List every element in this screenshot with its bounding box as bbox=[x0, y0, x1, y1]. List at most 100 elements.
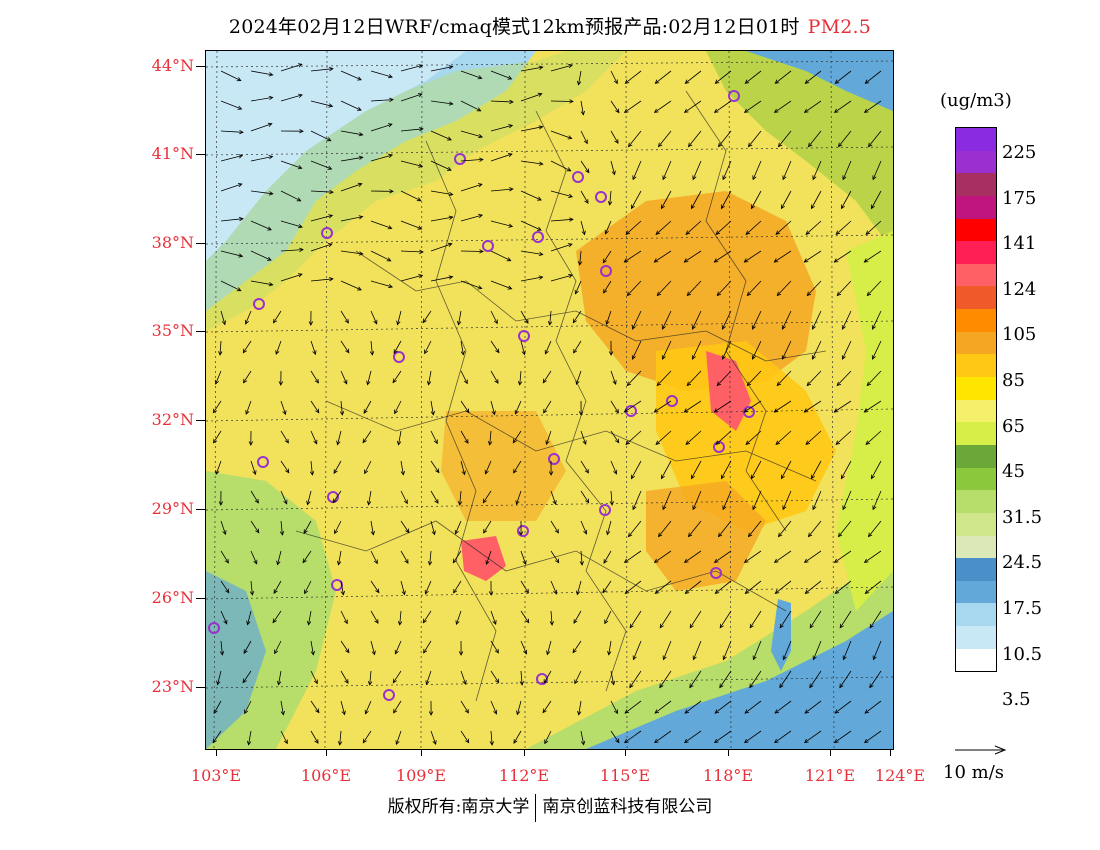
wind-vector bbox=[340, 183, 362, 192]
wind-vector bbox=[782, 160, 792, 180]
wind-vector-head bbox=[657, 142, 663, 148]
wind-vector bbox=[430, 490, 439, 504]
wind-vector-head bbox=[869, 683, 874, 689]
wind-vector bbox=[515, 400, 522, 414]
wind-vector bbox=[752, 490, 762, 510]
wind-vector bbox=[485, 460, 492, 474]
wind-vector bbox=[779, 670, 792, 688]
wind-vector bbox=[275, 340, 282, 355]
wind-vector-head bbox=[749, 623, 754, 629]
wind-vector bbox=[490, 280, 512, 290]
city-marker bbox=[599, 504, 611, 516]
city-marker bbox=[572, 171, 584, 183]
wind-vector bbox=[579, 250, 582, 265]
wind-vector bbox=[812, 310, 822, 330]
wind-vector-head bbox=[237, 183, 243, 188]
wind-vector bbox=[753, 640, 762, 660]
wind-vector-head bbox=[373, 559, 378, 565]
wind-vector bbox=[370, 340, 373, 355]
wind-vector-head bbox=[213, 438, 218, 444]
wind-vector bbox=[460, 340, 464, 355]
wind-vector-head bbox=[689, 623, 694, 629]
wind-vector-head bbox=[489, 741, 494, 746]
wind-vector-head bbox=[653, 258, 659, 263]
wind-vector bbox=[580, 160, 590, 173]
wind-vector bbox=[396, 730, 402, 745]
wind-vector-head bbox=[218, 501, 224, 506]
wind-vector bbox=[659, 670, 672, 688]
wind-vector-head bbox=[773, 558, 779, 563]
wind-vector-head bbox=[632, 175, 637, 181]
wind-vector-head bbox=[341, 710, 346, 716]
pm25-concentration-map[interactable] bbox=[205, 50, 894, 750]
wind-vector-head bbox=[774, 709, 780, 714]
wind-vector bbox=[310, 700, 320, 713]
wind-vector bbox=[865, 580, 882, 594]
wind-vector-head bbox=[435, 468, 440, 474]
wind-vector-head bbox=[517, 381, 523, 386]
wind-vector bbox=[775, 430, 792, 445]
wind-vector bbox=[370, 220, 392, 229]
wind-vector bbox=[627, 280, 642, 296]
wind-vector-head bbox=[358, 132, 364, 137]
wind-vector bbox=[220, 183, 242, 192]
wind-vector-head bbox=[388, 284, 394, 289]
wind-vector-head bbox=[805, 230, 811, 236]
wind-vector-head bbox=[863, 738, 869, 744]
wind-vector-head bbox=[744, 589, 750, 594]
wind-vector-head bbox=[743, 108, 749, 113]
wind-vector bbox=[460, 250, 484, 252]
wind-vector-head bbox=[328, 214, 334, 219]
wind-vector-head bbox=[683, 558, 689, 563]
legend-swatch bbox=[956, 580, 996, 604]
wind-vector bbox=[303, 520, 312, 534]
wind-vector-head bbox=[458, 651, 464, 656]
wind-vector bbox=[580, 190, 589, 204]
wind-vector bbox=[718, 130, 732, 147]
wind-vector-head bbox=[303, 529, 308, 534]
wind-vector bbox=[572, 310, 582, 323]
wind-vector bbox=[370, 99, 394, 102]
city-marker bbox=[383, 689, 395, 701]
wind-vector bbox=[836, 370, 852, 386]
wind-vector-head bbox=[423, 648, 428, 654]
wind-vector-head bbox=[297, 273, 303, 278]
wind-vector-head bbox=[584, 468, 589, 474]
footer-divider bbox=[535, 793, 537, 822]
wind-vector-head bbox=[684, 79, 690, 84]
wind-vector bbox=[394, 400, 402, 414]
wind-vector-head bbox=[296, 197, 302, 202]
wind-vector bbox=[684, 400, 702, 413]
wind-vector bbox=[310, 190, 334, 193]
wind-vector bbox=[310, 215, 333, 222]
wind-vector bbox=[340, 340, 350, 353]
wind-vector-head bbox=[750, 204, 755, 210]
wind-vector-head bbox=[867, 142, 873, 148]
wind-vector bbox=[603, 280, 612, 294]
central-pollution bbox=[656, 341, 836, 531]
wind-vector bbox=[213, 430, 222, 444]
wind-vector-head bbox=[392, 378, 397, 384]
wind-vector-head bbox=[752, 505, 757, 511]
northeast-green-zone bbox=[706, 51, 893, 251]
wind-vector bbox=[804, 550, 822, 563]
wind-vector-head bbox=[602, 258, 607, 264]
wind-vector bbox=[369, 670, 372, 685]
wind-vector bbox=[781, 460, 792, 479]
wind-vector bbox=[520, 340, 525, 355]
wind-vector bbox=[608, 640, 612, 655]
wind-vector-head bbox=[396, 320, 401, 326]
wind-vector bbox=[220, 580, 230, 593]
wind-vector-head bbox=[552, 500, 557, 506]
lon-label-121: 121°E bbox=[804, 766, 856, 785]
wind-vector bbox=[631, 190, 642, 209]
wind-vector-head bbox=[254, 498, 259, 504]
wind-vector bbox=[632, 310, 642, 330]
wind-vector-head bbox=[479, 157, 484, 162]
wind-vector-head bbox=[283, 739, 288, 745]
city-marker bbox=[600, 265, 612, 277]
wind-vector bbox=[483, 520, 492, 534]
wind-vector bbox=[370, 580, 380, 593]
legend-swatch bbox=[956, 263, 996, 287]
wind-vector bbox=[370, 550, 378, 564]
